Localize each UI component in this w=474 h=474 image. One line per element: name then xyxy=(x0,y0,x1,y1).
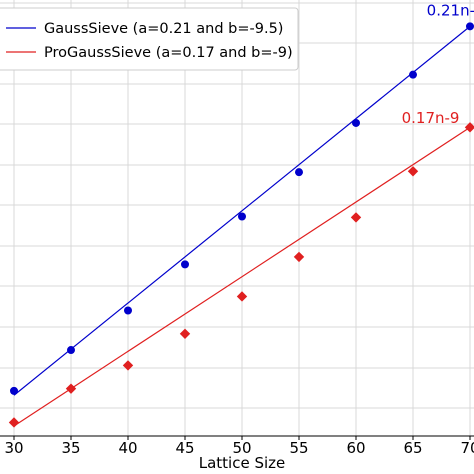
fit-lines xyxy=(13,25,471,427)
point-gausssieve-70 xyxy=(466,22,474,31)
x-tick-label-35: 35 xyxy=(61,439,80,457)
point-progausssieve-35 xyxy=(65,383,77,394)
point-gausssieve-60 xyxy=(352,118,360,127)
fit-line-gausssieve xyxy=(13,25,471,396)
fit-line-progausssieve xyxy=(13,126,471,427)
point-progausssieve-70 xyxy=(464,122,474,133)
point-gausssieve-50 xyxy=(238,212,246,221)
point-progausssieve-55 xyxy=(293,251,305,263)
point-progausssieve-40 xyxy=(122,360,134,371)
point-progausssieve-60 xyxy=(350,212,362,223)
x-tick-label-70: 70 xyxy=(460,439,474,457)
point-progausssieve-65 xyxy=(407,166,419,177)
fit-annotations: 0.21n-9.5 0.17n-9 xyxy=(402,1,474,127)
point-progausssieve-30 xyxy=(8,417,20,428)
fit-annotation-1: 0.17n-9 xyxy=(402,109,460,127)
fit-annotation-0: 0.21n-9.5 xyxy=(427,1,474,19)
x-tick-label-50: 50 xyxy=(232,439,251,457)
x-tick-label-65: 65 xyxy=(403,439,422,457)
x-axis-label: Lattice Size xyxy=(199,454,286,472)
x-tick-label-30: 30 xyxy=(4,439,23,457)
legend-box xyxy=(0,7,299,71)
point-gausssieve-30 xyxy=(10,386,18,395)
legend-label-progausssieve: ProGaussSieve (a=0.17 and b=-9) xyxy=(44,45,293,61)
point-gausssieve-65 xyxy=(409,70,417,79)
point-gausssieve-40 xyxy=(124,306,132,315)
legend: GaussSieve (a=0.21 and b=-9.5) ProGaussS… xyxy=(0,7,299,71)
point-gausssieve-35 xyxy=(67,346,75,355)
x-tick-label-45: 45 xyxy=(175,439,194,457)
x-tick-label-60: 60 xyxy=(346,439,365,457)
point-gausssieve-45 xyxy=(181,260,189,269)
legend-label-gausssieve: GaussSieve (a=0.21 and b=-9.5) xyxy=(44,21,283,37)
x-tick-label-55: 55 xyxy=(289,439,308,457)
point-progausssieve-50 xyxy=(236,291,248,302)
x-tick-labels: 30 35 40 45 50 55 60 65 70 xyxy=(4,436,474,457)
point-progausssieve-45 xyxy=(179,328,191,339)
point-gausssieve-55 xyxy=(295,168,303,177)
x-tick-label-40: 40 xyxy=(118,439,137,457)
data-points xyxy=(8,22,474,428)
